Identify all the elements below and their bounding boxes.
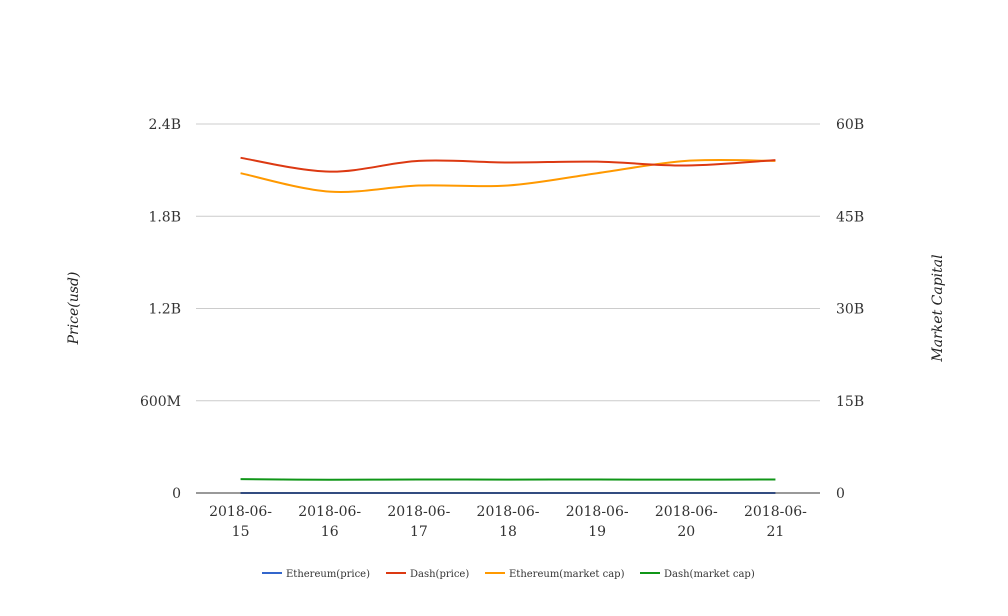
legend: Ethereum(price) Dash(price) Ethereum(marke… <box>262 569 755 580</box>
y-tick-label: 2.4B <box>148 117 181 133</box>
y-tick-label: 1.2B <box>148 302 181 318</box>
axes: 0 600M 1.2B 1.8B 2.4B 0 15B 30B 45B 60B 2018-06-15… <box>140 117 864 540</box>
y-tick-label: 1.8B <box>148 209 181 225</box>
x-tick-label: 2018-06-17 <box>387 504 450 540</box>
y2-axis-title: Market Capital <box>930 254 946 362</box>
series-line-ethereum-market-cap <box>240 158 776 194</box>
legend-label-dash-price: Dash(price) <box>410 569 469 580</box>
grid-lines <box>196 123 820 402</box>
x-tick-label: 2018-06-21 <box>744 504 807 540</box>
x-tick-label: 2018-06-19 <box>566 504 629 540</box>
legend-label-ethereum-price: Ethereum(price) <box>286 569 370 580</box>
y-tick-label: 600M <box>140 394 181 410</box>
x-tick-label: 2018-06-15 <box>209 504 272 540</box>
series-lines <box>240 156 776 495</box>
y2-tick-label: 30B <box>836 302 864 318</box>
series-line-dash-market-cap <box>240 478 776 481</box>
x-tick-label: 2018-06-20 <box>655 504 718 540</box>
y-axis-title: Price(usd) <box>66 272 82 346</box>
y2-tick-label: 60B <box>836 117 864 133</box>
y2-tick-label: 45B <box>836 209 864 225</box>
x-tick-label: 2018-06-16 <box>298 504 361 540</box>
legend-label-ethereum-market-cap: Ethereum(market cap) <box>509 569 625 580</box>
x-tick-label: 2018-06-18 <box>477 504 540 540</box>
legend-label-dash-market-cap: Dash(market cap) <box>664 569 755 580</box>
y2-tick-label: 0 <box>836 486 845 502</box>
y2-tick-label: 15B <box>836 394 864 410</box>
series-line-dash-price <box>240 156 776 173</box>
y-tick-label: 0 <box>172 486 181 502</box>
